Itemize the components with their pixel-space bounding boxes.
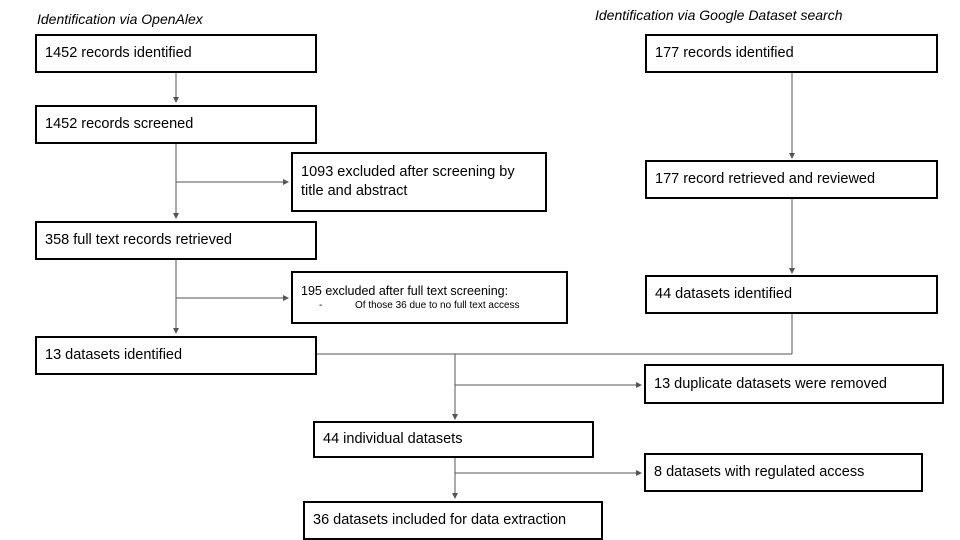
box-duplicates-removed-label: 13 duplicate datasets were removed (654, 375, 887, 392)
box-openalex-identified: 1452 records identified (35, 34, 317, 73)
box-google-reviewed-label: 177 record retrieved and reviewed (655, 171, 876, 187)
box-google-datasets-label: 44 datasets identified (655, 286, 793, 302)
heading-openalex: Identification via OpenAlex (37, 11, 203, 27)
box-openalex-identified-label: 1452 records identified (45, 45, 192, 61)
box-excluded-screening-label: 1093 excluded after screening by title a… (301, 164, 515, 199)
subline-text: Of those 36 due to no full text access (355, 299, 520, 311)
box-openalex-screened-label: 1452 records screened (45, 116, 194, 132)
box-google-identified-label: 177 records identified (655, 45, 794, 61)
box-google-identified: 177 records identified (645, 34, 938, 73)
box-excluded-full-text-subline: - Of those 36 due to no full text access (301, 299, 558, 312)
box-google-datasets: 44 datasets identified (645, 275, 938, 314)
box-full-text-retrieved-label: 358 full text records retrieved (45, 232, 232, 248)
box-google-reviewed: 177 record retrieved and reviewed (645, 160, 938, 199)
box-openalex-datasets: 13 datasets identified (35, 336, 317, 375)
box-individual-datasets-label: 44 individual datasets (323, 431, 463, 447)
box-openalex-datasets-label: 13 datasets identified (45, 347, 183, 363)
box-individual-datasets: 44 individual datasets (313, 421, 594, 458)
box-openalex-screened: 1452 records screened (35, 105, 317, 144)
box-excluded-full-text-label: 195 excluded after full text screening: (301, 283, 509, 298)
heading-google-dataset-search: Identification via Google Dataset search (595, 7, 843, 23)
box-included-extraction: 36 datasets included for data extraction (303, 501, 603, 540)
box-duplicates-removed: 13 duplicate datasets were removed (644, 364, 944, 404)
box-full-text-retrieved: 358 full text records retrieved (35, 221, 317, 260)
box-regulated-access-label: 8 datasets with regulated access (654, 464, 865, 480)
subline-bullet: - (319, 299, 323, 311)
box-regulated-access: 8 datasets with regulated access (644, 453, 923, 492)
box-excluded-screening: 1093 excluded after screening by title a… (291, 152, 547, 212)
box-included-extraction-label: 36 datasets included for data extraction (313, 512, 567, 528)
box-excluded-full-text: 195 excluded after full text screening: … (291, 271, 568, 324)
